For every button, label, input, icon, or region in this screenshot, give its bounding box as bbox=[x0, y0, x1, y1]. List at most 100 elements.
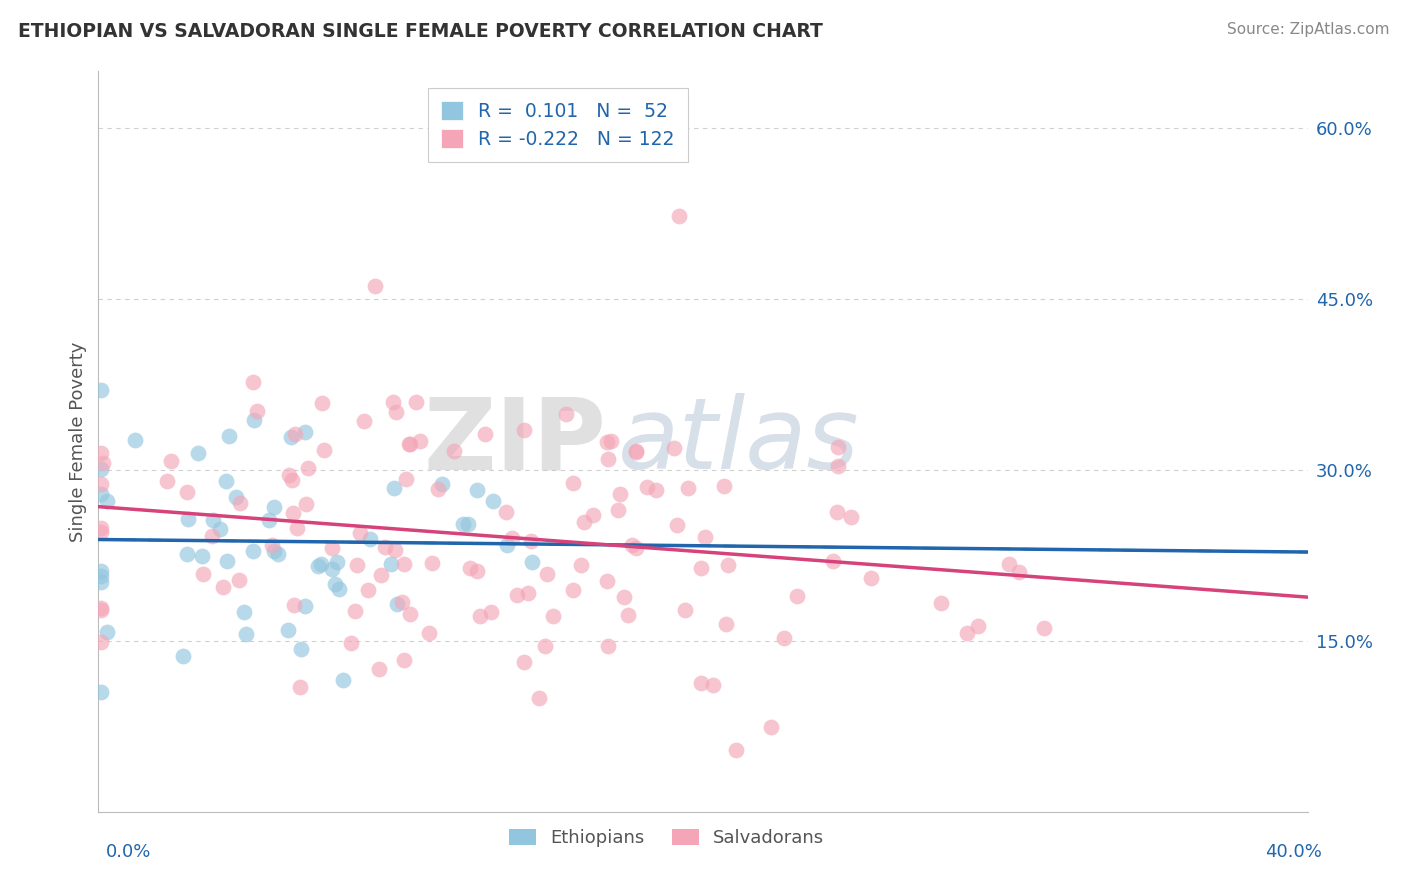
Point bbox=[596, 574, 619, 588]
Point bbox=[374, 540, 396, 554]
Point bbox=[328, 582, 350, 597]
Point bbox=[217, 554, 239, 568]
Point bbox=[90, 446, 112, 460]
Point bbox=[956, 625, 979, 640]
Point bbox=[90, 486, 112, 500]
Point bbox=[621, 537, 644, 551]
Text: Source: ZipAtlas.com: Source: ZipAtlas.com bbox=[1226, 22, 1389, 37]
Point bbox=[353, 414, 375, 428]
Point bbox=[626, 444, 648, 458]
Point bbox=[90, 477, 112, 491]
Text: ETHIOPIAN VS SALVADORAN SINGLE FEMALE POVERTY CORRELATION CHART: ETHIOPIAN VS SALVADORAN SINGLE FEMALE PO… bbox=[18, 22, 823, 41]
Point bbox=[191, 549, 214, 563]
Point bbox=[90, 685, 112, 699]
Point bbox=[90, 569, 112, 583]
Point bbox=[187, 446, 209, 460]
Point bbox=[572, 515, 595, 529]
Point bbox=[242, 544, 264, 558]
Point bbox=[773, 631, 796, 645]
Point bbox=[501, 531, 523, 545]
Point bbox=[839, 510, 862, 524]
Point bbox=[177, 512, 200, 526]
Point bbox=[761, 720, 783, 734]
Point bbox=[90, 564, 112, 578]
Point bbox=[218, 429, 240, 443]
Point bbox=[295, 497, 318, 511]
Point bbox=[409, 434, 432, 448]
Point bbox=[1008, 566, 1031, 580]
Point bbox=[582, 508, 605, 523]
Point bbox=[606, 503, 628, 517]
Point bbox=[536, 566, 558, 581]
Point bbox=[285, 521, 308, 535]
Point bbox=[340, 636, 363, 650]
Point bbox=[527, 691, 550, 706]
Point bbox=[662, 441, 685, 455]
Point bbox=[344, 604, 367, 618]
Point bbox=[90, 602, 112, 616]
Point bbox=[1032, 621, 1054, 635]
Point bbox=[294, 425, 316, 439]
Point bbox=[260, 538, 283, 552]
Point bbox=[96, 493, 118, 508]
Point bbox=[665, 517, 688, 532]
Point bbox=[228, 573, 250, 587]
Point bbox=[465, 564, 488, 578]
Point bbox=[713, 479, 735, 493]
Point bbox=[385, 405, 408, 419]
Point bbox=[193, 566, 215, 581]
Point bbox=[280, 430, 302, 444]
Point bbox=[702, 678, 724, 692]
Point bbox=[561, 476, 583, 491]
Point bbox=[689, 560, 711, 574]
Point bbox=[232, 605, 254, 619]
Point bbox=[266, 547, 288, 561]
Point bbox=[517, 586, 540, 600]
Point bbox=[370, 567, 392, 582]
Point bbox=[160, 454, 183, 468]
Point bbox=[380, 557, 402, 571]
Point bbox=[263, 544, 285, 558]
Point bbox=[346, 558, 368, 572]
Point bbox=[294, 599, 316, 613]
Point bbox=[617, 607, 640, 622]
Point bbox=[405, 395, 427, 409]
Point bbox=[561, 583, 583, 598]
Point bbox=[228, 495, 250, 509]
Point bbox=[676, 481, 699, 495]
Point bbox=[569, 558, 592, 573]
Point bbox=[284, 426, 307, 441]
Point bbox=[468, 609, 491, 624]
Point bbox=[391, 595, 413, 609]
Point bbox=[609, 487, 631, 501]
Point bbox=[96, 625, 118, 640]
Point bbox=[90, 600, 112, 615]
Text: 40.0%: 40.0% bbox=[1265, 843, 1322, 861]
Point bbox=[860, 571, 883, 585]
Point bbox=[624, 445, 647, 459]
Point bbox=[176, 484, 198, 499]
Text: ZIP: ZIP bbox=[423, 393, 606, 490]
Point bbox=[513, 423, 536, 437]
Point bbox=[90, 521, 112, 535]
Point bbox=[311, 396, 333, 410]
Point bbox=[690, 675, 713, 690]
Point bbox=[172, 648, 194, 663]
Point bbox=[596, 452, 619, 467]
Point bbox=[235, 627, 257, 641]
Point bbox=[398, 437, 420, 451]
Point bbox=[827, 459, 849, 474]
Point bbox=[533, 640, 555, 654]
Point bbox=[242, 375, 264, 389]
Point bbox=[225, 490, 247, 504]
Point bbox=[215, 475, 238, 489]
Point bbox=[596, 435, 619, 450]
Point bbox=[520, 555, 543, 569]
Point bbox=[90, 462, 112, 476]
Point bbox=[392, 558, 415, 572]
Point bbox=[513, 655, 536, 669]
Point bbox=[495, 505, 517, 519]
Point bbox=[427, 483, 450, 497]
Point bbox=[418, 625, 440, 640]
Point bbox=[124, 434, 146, 448]
